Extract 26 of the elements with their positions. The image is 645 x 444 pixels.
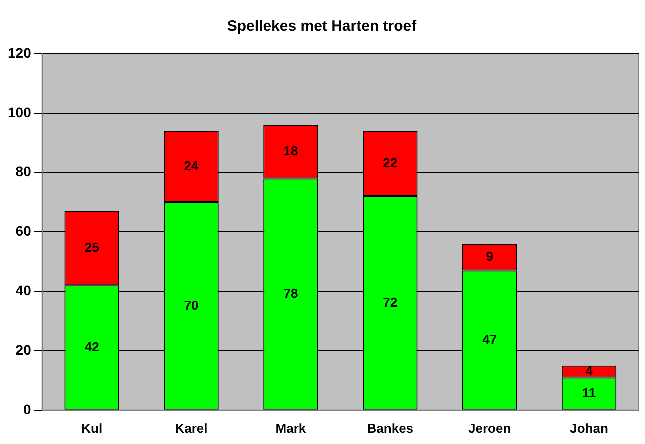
- data-label: 70: [184, 298, 199, 313]
- data-label: 11: [582, 385, 596, 400]
- data-label: 72: [383, 294, 398, 310]
- data-label: 9: [486, 249, 494, 264]
- data-label: 25: [84, 240, 100, 256]
- data-label: 4: [586, 363, 594, 378]
- y-tick-label: 60: [16, 223, 32, 240]
- data-label: 42: [84, 339, 100, 354]
- data-label: 78: [284, 286, 298, 301]
- x-tick-label: Mark: [276, 420, 307, 436]
- y-tick-label: 120: [8, 44, 32, 61]
- x-tick-label: Kul: [82, 420, 103, 436]
- data-label: 22: [383, 155, 398, 170]
- data-label: 47: [482, 332, 498, 347]
- y-tick-label: 0: [24, 401, 32, 418]
- data-label: 24: [184, 158, 200, 174]
- y-tick-label: 40: [16, 282, 32, 298]
- data-label: 18: [284, 144, 298, 159]
- x-tick-label: Jeroen: [468, 420, 512, 436]
- x-tick-label: Bankes: [367, 420, 414, 436]
- y-tick-label: 80: [16, 164, 32, 180]
- x-tick-label: Karel: [175, 420, 208, 436]
- chart-title: Spellekes met Harten troef: [227, 18, 418, 36]
- y-tick-label: 20: [16, 342, 32, 358]
- y-tick-label: 100: [8, 104, 32, 120]
- x-tick-label: Johan: [570, 420, 608, 436]
